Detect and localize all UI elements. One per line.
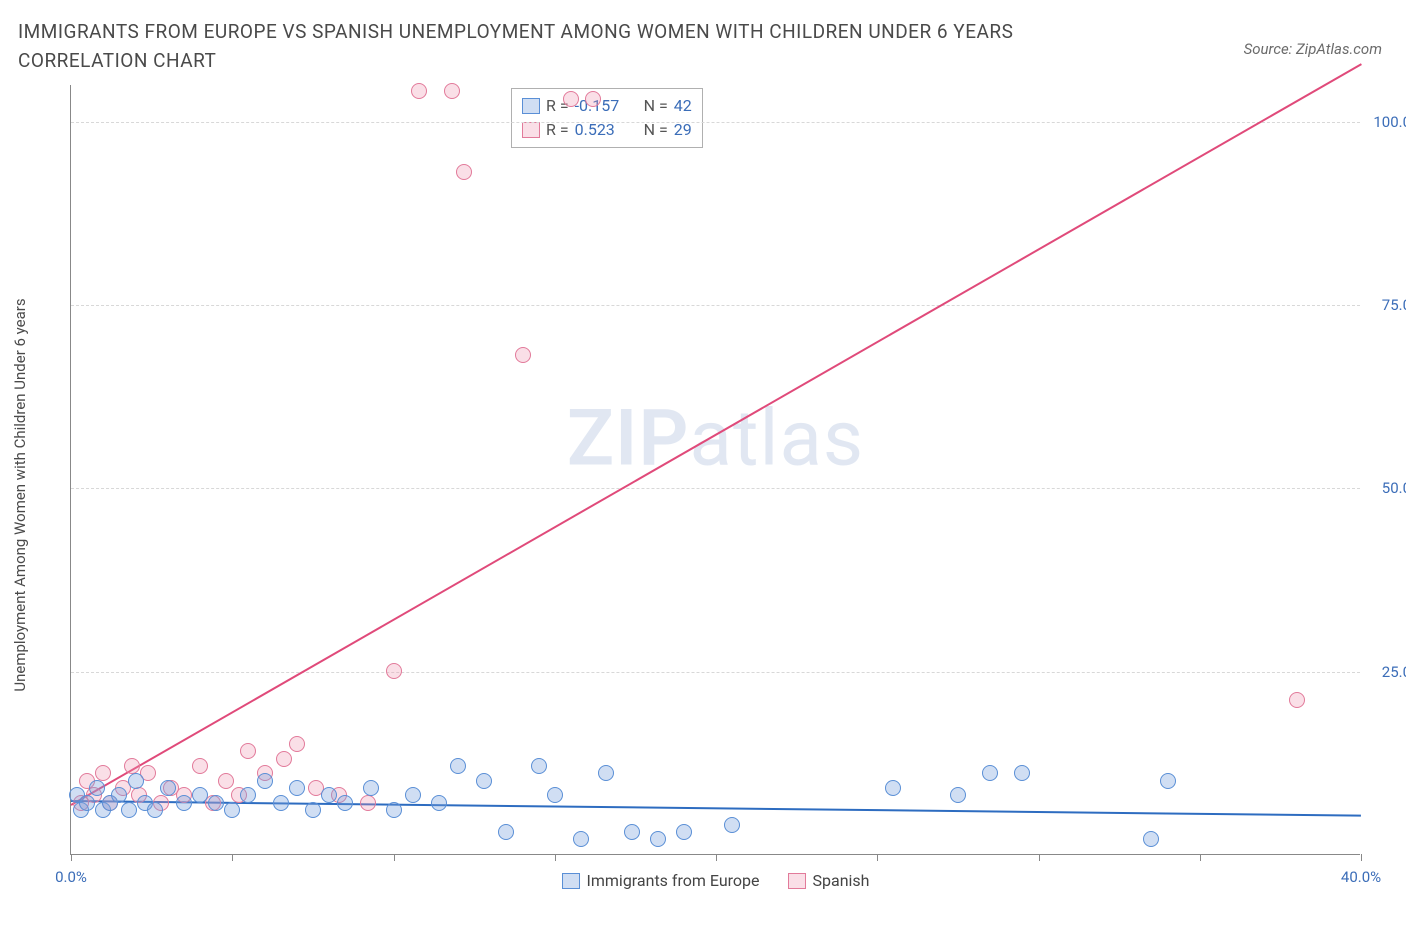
swatch-blue xyxy=(522,98,540,114)
legend-row-blue: R = -0.157 N = 42 xyxy=(522,94,692,118)
data-point-blue xyxy=(431,795,447,811)
data-point-blue xyxy=(950,787,966,803)
data-point-blue xyxy=(598,765,614,781)
data-point-blue xyxy=(240,787,256,803)
x-tick xyxy=(555,854,556,861)
gridline xyxy=(71,672,1360,673)
x-tick xyxy=(1039,854,1040,861)
trend-line-pink xyxy=(71,63,1362,805)
swatch-pink xyxy=(788,873,806,889)
data-point-blue xyxy=(192,787,208,803)
data-point-blue xyxy=(321,787,337,803)
data-point-pink xyxy=(124,758,140,774)
data-point-pink xyxy=(240,743,256,759)
data-point-blue xyxy=(289,780,305,796)
data-point-blue xyxy=(531,758,547,774)
data-point-pink xyxy=(95,765,111,781)
data-point-blue xyxy=(305,802,321,818)
y-tick-label: 25.0% xyxy=(1382,663,1406,681)
data-point-pink xyxy=(360,795,376,811)
y-tick-label: 100.0% xyxy=(1373,113,1406,131)
data-point-pink xyxy=(276,751,292,767)
x-tick xyxy=(877,854,878,861)
data-point-blue xyxy=(450,758,466,774)
legend-label-blue: Immigrants from Europe xyxy=(587,871,760,890)
y-axis-label: Unemployment Among Women with Children U… xyxy=(11,298,29,691)
data-point-pink xyxy=(1289,692,1305,708)
data-point-blue xyxy=(624,824,640,840)
legend-item-pink: Spanish xyxy=(788,871,870,890)
data-point-pink xyxy=(289,736,305,752)
data-point-blue xyxy=(89,780,105,796)
y-tick-label: 50.0% xyxy=(1382,479,1406,497)
swatch-pink xyxy=(522,122,540,138)
data-point-blue xyxy=(208,795,224,811)
data-point-blue xyxy=(1143,831,1159,847)
data-point-blue xyxy=(405,787,421,803)
data-point-pink xyxy=(515,347,531,363)
data-point-blue xyxy=(128,773,144,789)
x-tick xyxy=(232,854,233,861)
data-point-blue xyxy=(885,780,901,796)
data-point-blue xyxy=(982,765,998,781)
data-point-blue xyxy=(1014,765,1030,781)
x-tick xyxy=(1200,854,1201,861)
data-point-pink xyxy=(192,758,208,774)
gridline xyxy=(71,488,1360,489)
data-point-blue xyxy=(337,795,353,811)
gridline xyxy=(71,305,1360,306)
n-value-blue: 42 xyxy=(674,94,692,118)
correlation-legend: R = -0.157 N = 42 R = 0.523 N = 29 xyxy=(511,88,703,148)
data-point-blue xyxy=(386,802,402,818)
data-point-blue xyxy=(121,802,137,818)
chart-title: IMMIGRANTS FROM EUROPE VS SPANISH UNEMPL… xyxy=(18,18,1118,75)
x-tick xyxy=(394,854,395,861)
data-point-blue xyxy=(79,795,95,811)
data-point-blue xyxy=(273,795,289,811)
data-point-blue xyxy=(224,802,240,818)
source-attribution: Source: ZipAtlas.com xyxy=(1244,18,1382,58)
data-point-blue xyxy=(147,802,163,818)
data-point-blue xyxy=(160,780,176,796)
watermark-bold: ZIP xyxy=(567,393,690,484)
y-tick-label: 75.0% xyxy=(1382,296,1406,314)
data-point-blue xyxy=(676,824,692,840)
swatch-blue xyxy=(562,873,580,889)
data-point-blue xyxy=(1160,773,1176,789)
data-point-blue xyxy=(176,795,192,811)
data-point-pink xyxy=(585,91,601,107)
plot-area: ZIPatlas R = -0.157 N = 42 R = 0.523 N =… xyxy=(70,85,1360,855)
series-legend: Immigrants from Europe Spanish xyxy=(562,871,870,890)
data-point-pink xyxy=(444,83,460,99)
chart-container: Unemployment Among Women with Children U… xyxy=(30,85,1380,905)
data-point-blue xyxy=(547,787,563,803)
data-point-pink xyxy=(456,164,472,180)
data-point-blue xyxy=(111,787,127,803)
legend-label-pink: Spanish xyxy=(813,871,870,890)
data-point-blue xyxy=(573,831,589,847)
x-tick-label: 40.0% xyxy=(1341,868,1381,886)
x-tick-label: 0.0% xyxy=(55,868,87,886)
data-point-pink xyxy=(386,663,402,679)
trend-line-blue xyxy=(71,800,1361,817)
legend-item-blue: Immigrants from Europe xyxy=(562,871,760,890)
gridline xyxy=(71,122,1360,123)
r-value-blue: -0.157 xyxy=(575,94,630,118)
data-point-blue xyxy=(498,824,514,840)
watermark: ZIPatlas xyxy=(567,393,864,484)
data-point-pink xyxy=(411,83,427,99)
data-point-pink xyxy=(563,91,579,107)
data-point-blue xyxy=(650,831,666,847)
n-label: N = xyxy=(644,94,668,118)
data-point-blue xyxy=(724,817,740,833)
x-tick xyxy=(1361,854,1362,861)
x-tick xyxy=(71,854,72,861)
data-point-pink xyxy=(218,773,234,789)
data-point-blue xyxy=(476,773,492,789)
data-point-blue xyxy=(257,773,273,789)
x-tick xyxy=(716,854,717,861)
data-point-blue xyxy=(363,780,379,796)
watermark-light: atlas xyxy=(690,393,865,484)
